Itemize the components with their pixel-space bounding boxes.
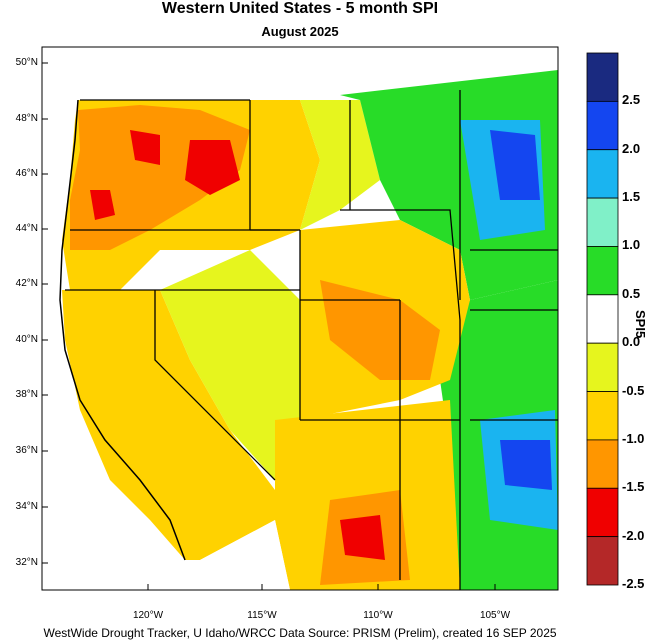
colorbar-band — [586, 246, 619, 296]
lon-label: 115°W — [247, 610, 277, 621]
colorbar-band — [586, 294, 619, 344]
colorbar-tick-label: -0.5 — [622, 382, 645, 398]
region-nevada-dry — [160, 250, 300, 480]
colorbar-tick-label: 1.0 — [622, 237, 641, 253]
region-california-drought — [62, 290, 275, 560]
region-extremely-wet-plains — [500, 440, 552, 490]
region-extreme-drought-sw-oregon — [90, 190, 115, 220]
state-boundaries — [65, 90, 558, 590]
region-extreme-drought-oregon — [185, 140, 240, 195]
colorbar-tick-label: -2.0 — [622, 527, 645, 543]
region-mexico — [200, 520, 290, 590]
lat-label: 34°N — [15, 501, 38, 512]
colorbar-tick-label: -1.0 — [622, 430, 645, 446]
region-colorado-plateau-severe — [320, 280, 440, 380]
lat-label: 44°N — [15, 223, 38, 234]
colorbar-band — [586, 342, 619, 392]
lon-label: 120°W — [132, 610, 164, 621]
lon-ticks — [147, 584, 496, 590]
map-frame — [41, 46, 559, 591]
colorbar-tick-label: 2.0 — [622, 140, 641, 156]
lat-label: 48°N — [15, 113, 38, 124]
colorbar-tick-label: -1.5 — [622, 479, 645, 495]
colorbar-band — [586, 391, 619, 441]
map-title: Western United States - 5 month SPI — [161, 0, 439, 17]
lat-label: 50°N — [15, 57, 38, 68]
lat-label: 46°N — [15, 168, 38, 179]
colorbar-band — [586, 439, 619, 489]
colorbar-tick-label: 2.5 — [622, 92, 641, 108]
colorbar-tick-label: 1.5 — [622, 189, 641, 205]
colorbar-tick-label: 0.5 — [622, 285, 641, 301]
lat-label: 40°N — [15, 334, 38, 345]
colorbar-band — [586, 149, 619, 199]
lat-label: 36°N — [15, 445, 38, 456]
lat-label: 38°N — [15, 389, 38, 400]
colorbar-band — [586, 487, 619, 538]
colorbar-tick-label: -2.5 — [622, 576, 645, 591]
lon-label: 110°W — [363, 610, 393, 621]
lat-label: 32°N — [15, 557, 38, 568]
colorbar — [586, 52, 619, 586]
region-extreme-drought-washington — [130, 130, 160, 165]
colorbar-tick-label: 0.0 — [622, 334, 641, 350]
colorbar-band — [586, 536, 619, 586]
lat-ticks — [42, 62, 48, 564]
colorbar-band — [586, 52, 619, 102]
map-subtitle: August 2025 — [261, 24, 339, 39]
credit-line: WestWide Drought Tracker, U Idaho/WRCC D… — [43, 626, 557, 640]
lon-label: 105°W — [479, 610, 511, 621]
spi-field — [42, 47, 558, 590]
region-abnormally-dry-montana — [300, 100, 380, 230]
colorbar-band — [586, 100, 619, 151]
lat-label: 42°N — [15, 278, 38, 289]
colorbar-band — [586, 197, 619, 247]
region-arizona-extreme — [340, 515, 385, 560]
region-extremely-wet-dakotas — [490, 130, 540, 200]
colorbar-title: SPI5 — [633, 310, 648, 339]
coastline — [59, 99, 186, 561]
